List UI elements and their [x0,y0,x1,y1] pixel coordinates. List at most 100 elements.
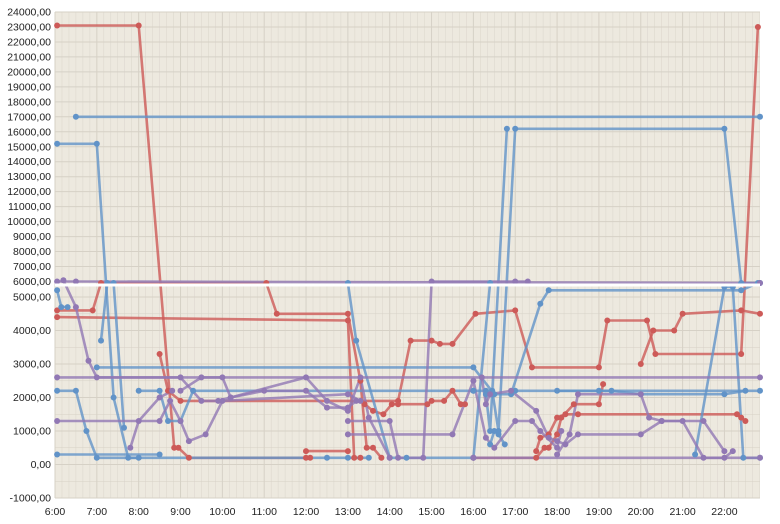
data-point-purple [637,391,644,398]
data-point-blue [545,287,552,294]
data-point-purple [353,397,360,404]
y-tick-label: 15000,00 [7,141,51,153]
data-point-purple [93,374,100,381]
y-tick-label: 14000,00 [7,156,51,168]
data-point-red [512,307,519,314]
series-line-blue [99,281,126,428]
data-point-purple [344,404,351,411]
data-point-purple [324,397,330,404]
y-tick-label: 1000,00 [13,426,51,438]
y-tick-label: 12000,00 [7,186,51,198]
data-point-red [472,310,479,317]
data-point-purple [357,374,364,381]
data-point-red [554,414,561,421]
data-point-red [357,454,364,461]
data-point-red [679,310,686,317]
data-point-purple [344,391,351,398]
series-line-purple [555,392,726,456]
data-point-purple [72,278,79,285]
y-tick-label: 3000,00 [13,359,51,371]
data-point-red [273,310,280,317]
data-point-red [303,454,309,461]
data-point-red [604,317,611,324]
y-tick-label: 5000,00 [13,292,51,304]
data-point-blue [165,418,171,424]
data-point-red [344,448,351,455]
data-point-blue [491,428,498,434]
x-tick-label: 19:00 [586,506,612,518]
data-point-blue [470,364,477,371]
x-tick-label: 18:00 [544,506,570,518]
data-point-red [135,22,142,29]
x-tick-label: 20:00 [628,506,654,518]
data-point-blue [58,304,65,311]
data-point-purple [729,448,736,455]
data-point-purple [679,418,686,424]
series-line-purple [57,280,761,285]
y-axis-labels: 6000,00 7000,00 8000,00 9000,00 10000,00 1100… [7,7,51,505]
data-point-purple [757,374,763,381]
data-point-purple [215,397,222,404]
data-point-red [742,418,749,424]
data-point-purple [428,278,435,285]
data-point-purple [562,441,569,448]
data-point-blue [156,451,163,458]
data-point-red [554,431,561,438]
data-point-blue [83,428,90,434]
y-tick-label: 24000,00 [7,7,51,19]
data-point-purple [554,444,561,451]
data-point-blue [93,364,100,371]
data-point-red [407,337,414,344]
data-point-red [370,407,376,414]
y-tick-label: 23000,00 [7,21,51,33]
y-tick-label: 18000,00 [7,96,51,108]
data-point-purple [365,414,372,421]
x-tick-label: 9:00 [170,506,191,518]
data-point-red [529,364,535,371]
data-point-red [537,434,544,441]
data-point-blue [403,454,410,461]
data-point-purple [700,454,707,461]
series-markers [54,22,763,461]
data-point-purple [198,397,205,404]
data-point-blue [135,454,142,461]
data-point-blue [495,431,502,438]
y-tick-label: 0,00 [31,459,52,471]
data-point-purple [344,431,351,438]
data-point-red [424,401,431,408]
data-point-red [177,397,184,404]
x-tick-label: 22:00 [711,506,737,518]
data-point-red [595,364,602,371]
y-tick-label: 6000,00 [13,276,51,288]
data-point-blue [554,387,561,394]
data-point-red [351,454,358,461]
data-point-red [738,307,745,314]
data-point-red [165,387,171,394]
x-tick-label: 13:00 [335,506,361,518]
data-point-blue [54,140,61,147]
data-point-blue [64,304,71,311]
data-point-purple [202,431,209,438]
data-point-purple [721,448,728,455]
data-point-blue [72,113,79,120]
data-point-red [533,448,540,455]
data-point-purple [508,387,515,394]
y-tick-label: 13000,00 [7,171,51,183]
data-point-purple [261,387,268,394]
data-point-red [361,401,368,408]
data-point-purple [700,418,707,424]
data-point-purple [512,418,519,424]
data-point-red [380,411,387,418]
x-tick-label: 11:00 [251,506,277,518]
data-point-red [307,454,314,461]
y-tick-label: 4000,00 [13,325,51,337]
data-point-red [595,401,602,408]
data-point-purple [449,431,456,438]
data-point-red [734,411,740,418]
data-point-red [545,444,552,451]
data-point-red [395,401,402,408]
data-point-blue [93,140,100,147]
data-point-purple [386,418,393,424]
data-point-red [738,351,745,357]
